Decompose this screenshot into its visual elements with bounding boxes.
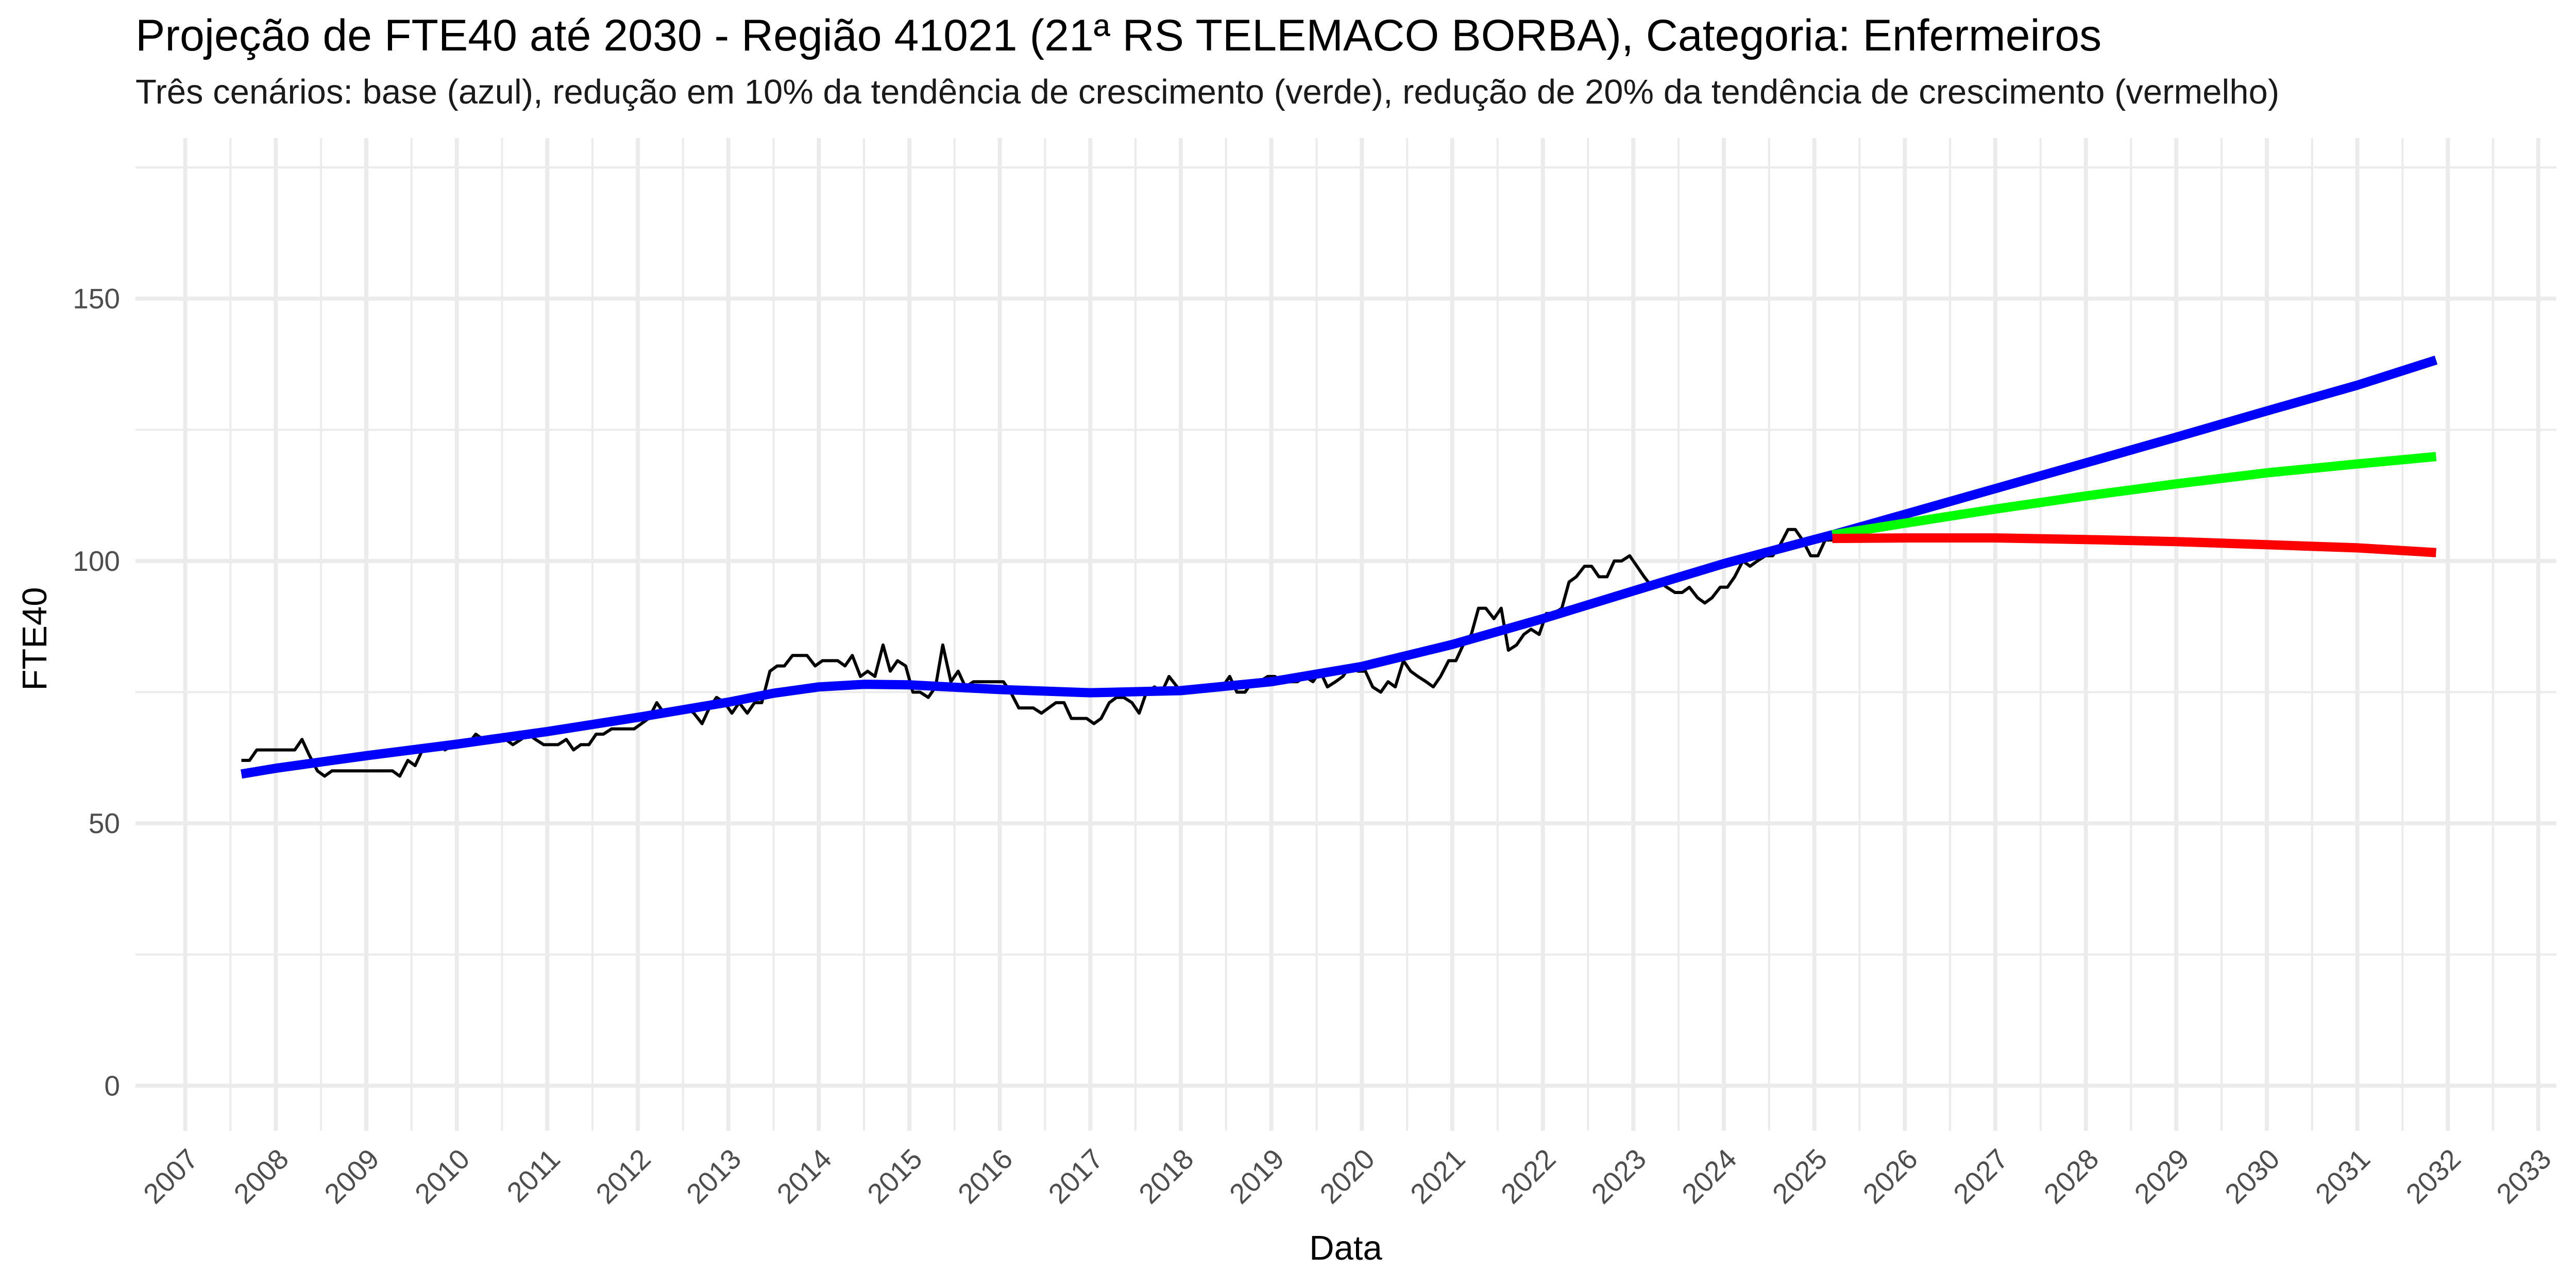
x-tick-label: 2026	[1857, 1143, 1924, 1210]
x-tick-label: 2007	[137, 1143, 204, 1210]
x-tick-label: 2023	[1585, 1143, 1652, 1210]
y-tick-labels: 0 50 100 150	[73, 283, 120, 1102]
x-tick-label: 2011	[501, 1143, 566, 1208]
x-tick-label: 2022	[1495, 1143, 1562, 1210]
x-tick-label: 2031	[2309, 1143, 2376, 1210]
x-tick-label: 2024	[1675, 1143, 1742, 1210]
x-tick-label: 2014	[771, 1143, 838, 1210]
y-tick-label: 50	[89, 807, 120, 839]
x-tick-label: 2018	[1132, 1143, 1199, 1210]
series-layer	[241, 355, 2438, 779]
x-tick-label: 2012	[589, 1143, 656, 1210]
x-tick-label: 2020	[1314, 1143, 1381, 1210]
series-trend-base	[241, 530, 1834, 779]
x-tick-label: 2029	[2128, 1143, 2195, 1210]
x-tick-label: 2021	[1404, 1143, 1471, 1210]
x-axis-title: Data	[1309, 1229, 1382, 1267]
x-tick-label: 2016	[952, 1143, 1019, 1210]
x-tick-label: 2028	[2038, 1143, 2105, 1210]
x-tick-label: 2015	[861, 1143, 928, 1210]
x-tick-label: 2009	[318, 1143, 385, 1210]
y-tick-label: 150	[73, 283, 120, 315]
series-projection-base	[1831, 355, 2438, 539]
x-tick-label: 2017	[1042, 1143, 1109, 1210]
x-tick-label: 2013	[680, 1143, 747, 1210]
chart-subtitle: Três cenários: base (azul), redução em 1…	[135, 73, 2280, 111]
x-tick-label: 2032	[2400, 1143, 2467, 1210]
x-tick-label: 2030	[2218, 1143, 2285, 1210]
series-projection-red	[1832, 533, 2436, 557]
y-tick-label: 0	[104, 1070, 120, 1101]
y-axis-title: FTE40	[15, 587, 54, 690]
x-tick-label: 2010	[409, 1143, 476, 1210]
chart-title: Projeção de FTE40 até 2030 - Região 4102…	[135, 11, 2102, 60]
grid-major	[135, 138, 2556, 1131]
x-tick-label: 2019	[1223, 1143, 1290, 1210]
x-tick-label: 2025	[1766, 1143, 1833, 1210]
series-projection-green	[1832, 452, 2437, 539]
y-tick-label: 100	[73, 545, 120, 577]
grid-minor	[135, 138, 2556, 1131]
x-tick-label: 2027	[1947, 1143, 2014, 1210]
x-tick-label: 2008	[228, 1143, 295, 1210]
x-tick-labels: 2007 2008 2009 2010 2011 2012 2013 2014 2015 2016…	[137, 1143, 2557, 1210]
x-tick-label: 2033	[2490, 1143, 2557, 1210]
